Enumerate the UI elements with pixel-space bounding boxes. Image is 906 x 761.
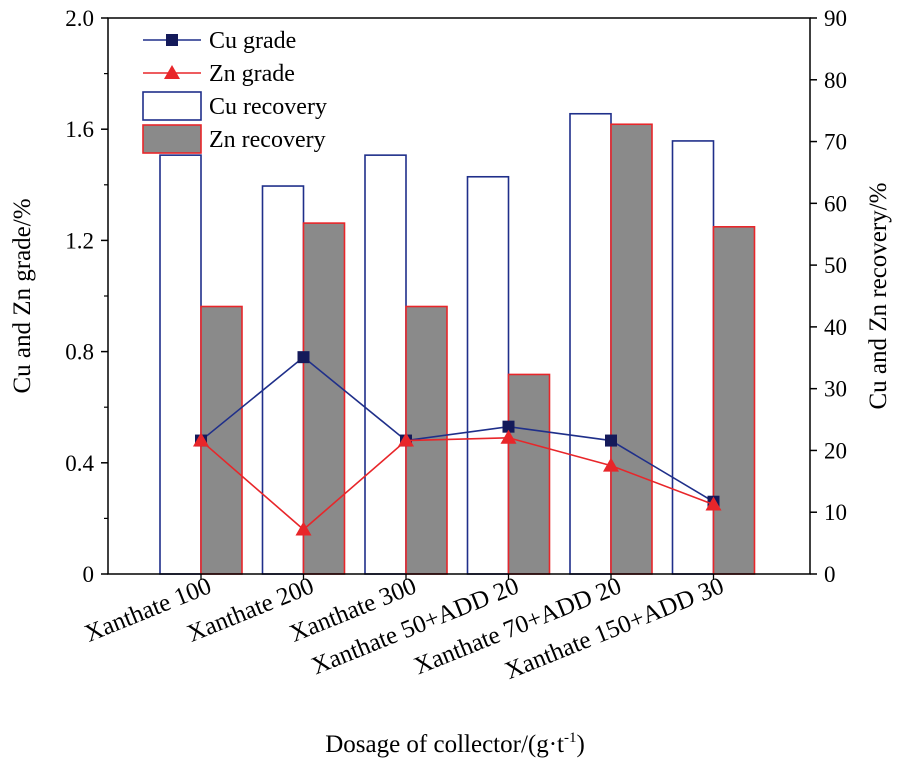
- zn-grade-line: [200, 436, 714, 531]
- right-tick-label: 80: [824, 68, 847, 93]
- y-axis-title-right: Cu and Zn recovery/%: [865, 182, 892, 409]
- cu-grade-marker: [502, 420, 515, 433]
- cu-recovery-bar: [159, 154, 202, 575]
- lines-layer: [193, 351, 722, 536]
- left-tick-label: 0.8: [65, 340, 94, 365]
- left-tick-label: 1.6: [65, 117, 94, 142]
- cu-grade-marker: [297, 351, 310, 364]
- cu-recovery-legend-swatch: [142, 91, 202, 121]
- cu-grade-legend-label: Cu grade: [209, 28, 296, 54]
- zn-recovery-bar: [200, 305, 243, 575]
- legend: Cu grade Zn grade Cu recovery Zn recovery: [142, 28, 327, 154]
- right-tick-label: 20: [824, 438, 847, 463]
- right-tick-label: 0: [824, 562, 836, 587]
- left-tick-label: 1.2: [65, 228, 94, 253]
- cu-recovery-legend-label: Cu recovery: [209, 94, 327, 120]
- right-axis: 0 10 20 30 40 50 60 70 80 90: [810, 6, 847, 587]
- right-tick-label: 40: [824, 315, 847, 340]
- right-tick-label: 70: [824, 130, 847, 155]
- zn-recovery-bar: [302, 222, 346, 575]
- left-tick-label: 2.0: [65, 6, 94, 31]
- right-tick-label: 10: [824, 500, 847, 525]
- x-axis-title-suffix: ): [576, 731, 584, 758]
- x-axis-title: Dosage of collector/(g·t-1): [325, 730, 585, 758]
- cu-recovery-bar: [364, 154, 407, 575]
- right-tick-label: 30: [824, 377, 847, 402]
- bars-layer: [159, 112, 756, 575]
- cu-recovery-bar: [466, 175, 510, 575]
- cu-recovery-bar: [261, 185, 305, 575]
- zn-recovery-bar: [507, 373, 551, 575]
- zn-grade-marker: [193, 432, 209, 447]
- zn-grade-marker: [705, 496, 722, 511]
- zn-grade-legend-marker: [164, 65, 180, 79]
- right-tick-label: 90: [824, 6, 847, 31]
- zn-recovery-bar: [712, 226, 756, 575]
- cu-grade-marker: [605, 434, 617, 447]
- cu-grade-legend-marker: [166, 34, 178, 46]
- right-tick-label: 50: [824, 253, 847, 278]
- y-axis-title-left: Cu and Zn grade/%: [9, 198, 36, 393]
- left-tick-label: 0.4: [65, 451, 94, 476]
- cu-recovery-bar: [569, 112, 612, 575]
- zn-grade-marker: [398, 432, 414, 447]
- left-tick-label: 0: [83, 562, 95, 587]
- x-axis-title-superscript: -1: [564, 730, 577, 746]
- zn-grade-legend-label: Zn grade: [209, 61, 295, 87]
- zn-grade-marker: [500, 429, 517, 444]
- left-axis: 0 0.4 0.8 1.2 1.6 2.0: [65, 6, 108, 587]
- zn-recovery-legend-label: Zn recovery: [209, 127, 326, 153]
- cu-grade-line: [200, 356, 714, 503]
- zn-grade-marker: [295, 521, 312, 536]
- zn-recovery-legend-swatch: [142, 124, 202, 154]
- x-axis-title-main: Dosage of collector/(g·t: [325, 731, 564, 758]
- zn-recovery-bar: [610, 123, 653, 575]
- right-tick-label: 60: [824, 191, 847, 216]
- zn-grade-marker: [603, 457, 619, 472]
